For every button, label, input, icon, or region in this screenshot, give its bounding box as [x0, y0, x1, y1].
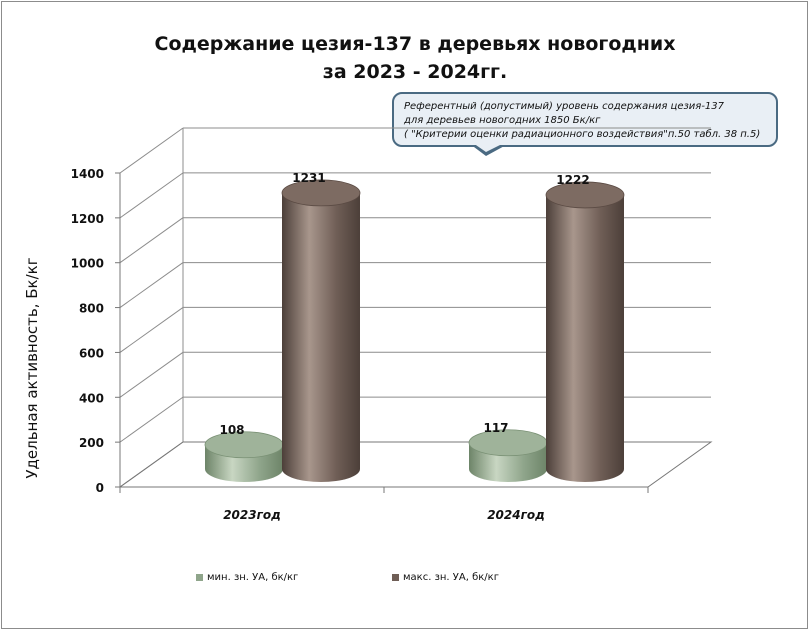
legend-swatch-min	[196, 573, 203, 581]
legend-item-min: мин. зн. УА, бк/кг	[196, 572, 298, 583]
callout-pointer-fill	[473, 143, 504, 152]
chart-title: Содержание цезия-137 в деревьях новогодн…	[0, 30, 811, 86]
chart-title-line-1: Содержание цезия-137 в деревьях новогодн…	[154, 33, 676, 55]
y-axis-title: Удельная активность, Бк/кг	[23, 257, 41, 479]
legend-label-max: макс. зн. УА, бк/кг	[403, 572, 499, 583]
callout-line-2: для деревьев новогодних 1850 Бк/кг	[404, 115, 601, 126]
callout-line-3: ( "Критерии оценки радиационного воздейс…	[404, 129, 761, 140]
legend-swatch-max	[392, 573, 399, 581]
reference-level-callout: Референтный (допустимый) уровень содержа…	[392, 92, 778, 147]
legend-item-max: макс. зн. УА, бк/кг	[392, 572, 499, 583]
callout-line-1: Референтный (допустимый) уровень содержа…	[404, 101, 725, 112]
legend-label-min: мин. зн. УА, бк/кг	[207, 572, 299, 583]
chart-title-line-2: за 2023 - 2024гг.	[322, 61, 508, 83]
